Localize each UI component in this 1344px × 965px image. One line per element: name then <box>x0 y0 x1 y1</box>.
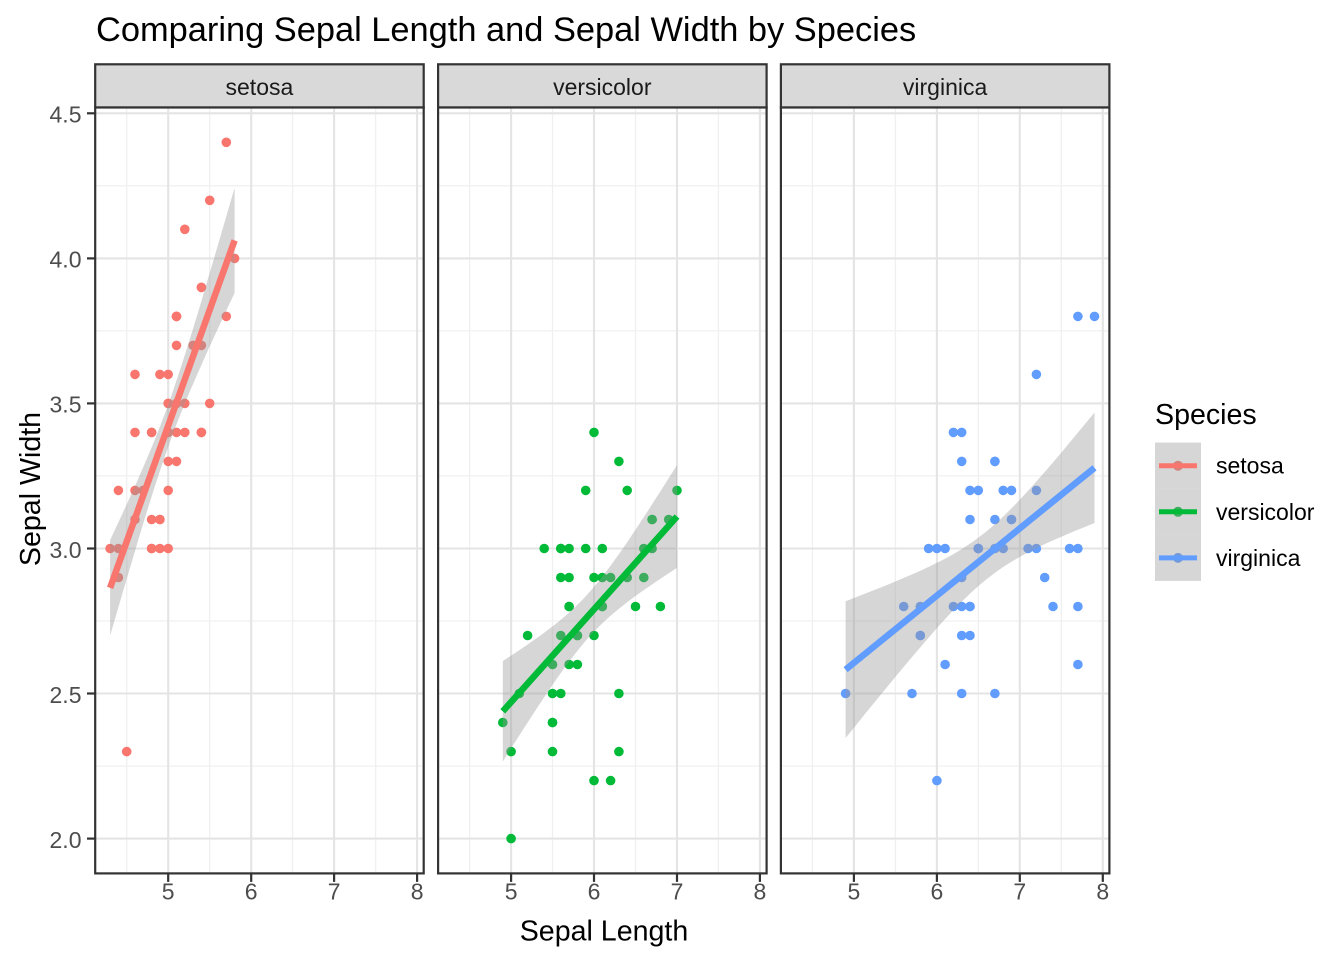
svg-text:3.5: 3.5 <box>50 392 82 418</box>
svg-text:3.0: 3.0 <box>50 537 82 563</box>
svg-text:versicolor: versicolor <box>553 74 652 100</box>
svg-text:5: 5 <box>505 879 518 905</box>
svg-text:5: 5 <box>162 879 175 905</box>
svg-text:7: 7 <box>671 879 684 905</box>
svg-text:2.5: 2.5 <box>50 682 82 708</box>
svg-text:Sepal Width: Sepal Width <box>15 412 47 566</box>
svg-text:Comparing Sepal Length and Sep: Comparing Sepal Length and Sepal Width b… <box>96 11 916 49</box>
svg-text:4.0: 4.0 <box>50 247 82 273</box>
svg-text:2.0: 2.0 <box>50 827 82 853</box>
svg-text:6: 6 <box>245 879 258 905</box>
svg-text:8: 8 <box>411 879 424 905</box>
svg-text:Sepal Length: Sepal Length <box>520 916 689 948</box>
svg-text:setosa: setosa <box>1216 453 1284 479</box>
svg-text:virginica: virginica <box>903 74 988 100</box>
svg-text:versicolor: versicolor <box>1216 499 1315 525</box>
svg-text:7: 7 <box>328 879 341 905</box>
svg-text:6: 6 <box>931 879 944 905</box>
svg-text:5: 5 <box>848 879 861 905</box>
svg-text:4.5: 4.5 <box>50 102 82 128</box>
svg-text:6: 6 <box>588 879 601 905</box>
svg-text:Species: Species <box>1155 399 1257 431</box>
svg-text:8: 8 <box>1096 879 1109 905</box>
svg-text:setosa: setosa <box>226 74 294 100</box>
svg-text:virginica: virginica <box>1216 545 1301 571</box>
svg-text:7: 7 <box>1013 879 1026 905</box>
svg-text:8: 8 <box>754 879 767 905</box>
